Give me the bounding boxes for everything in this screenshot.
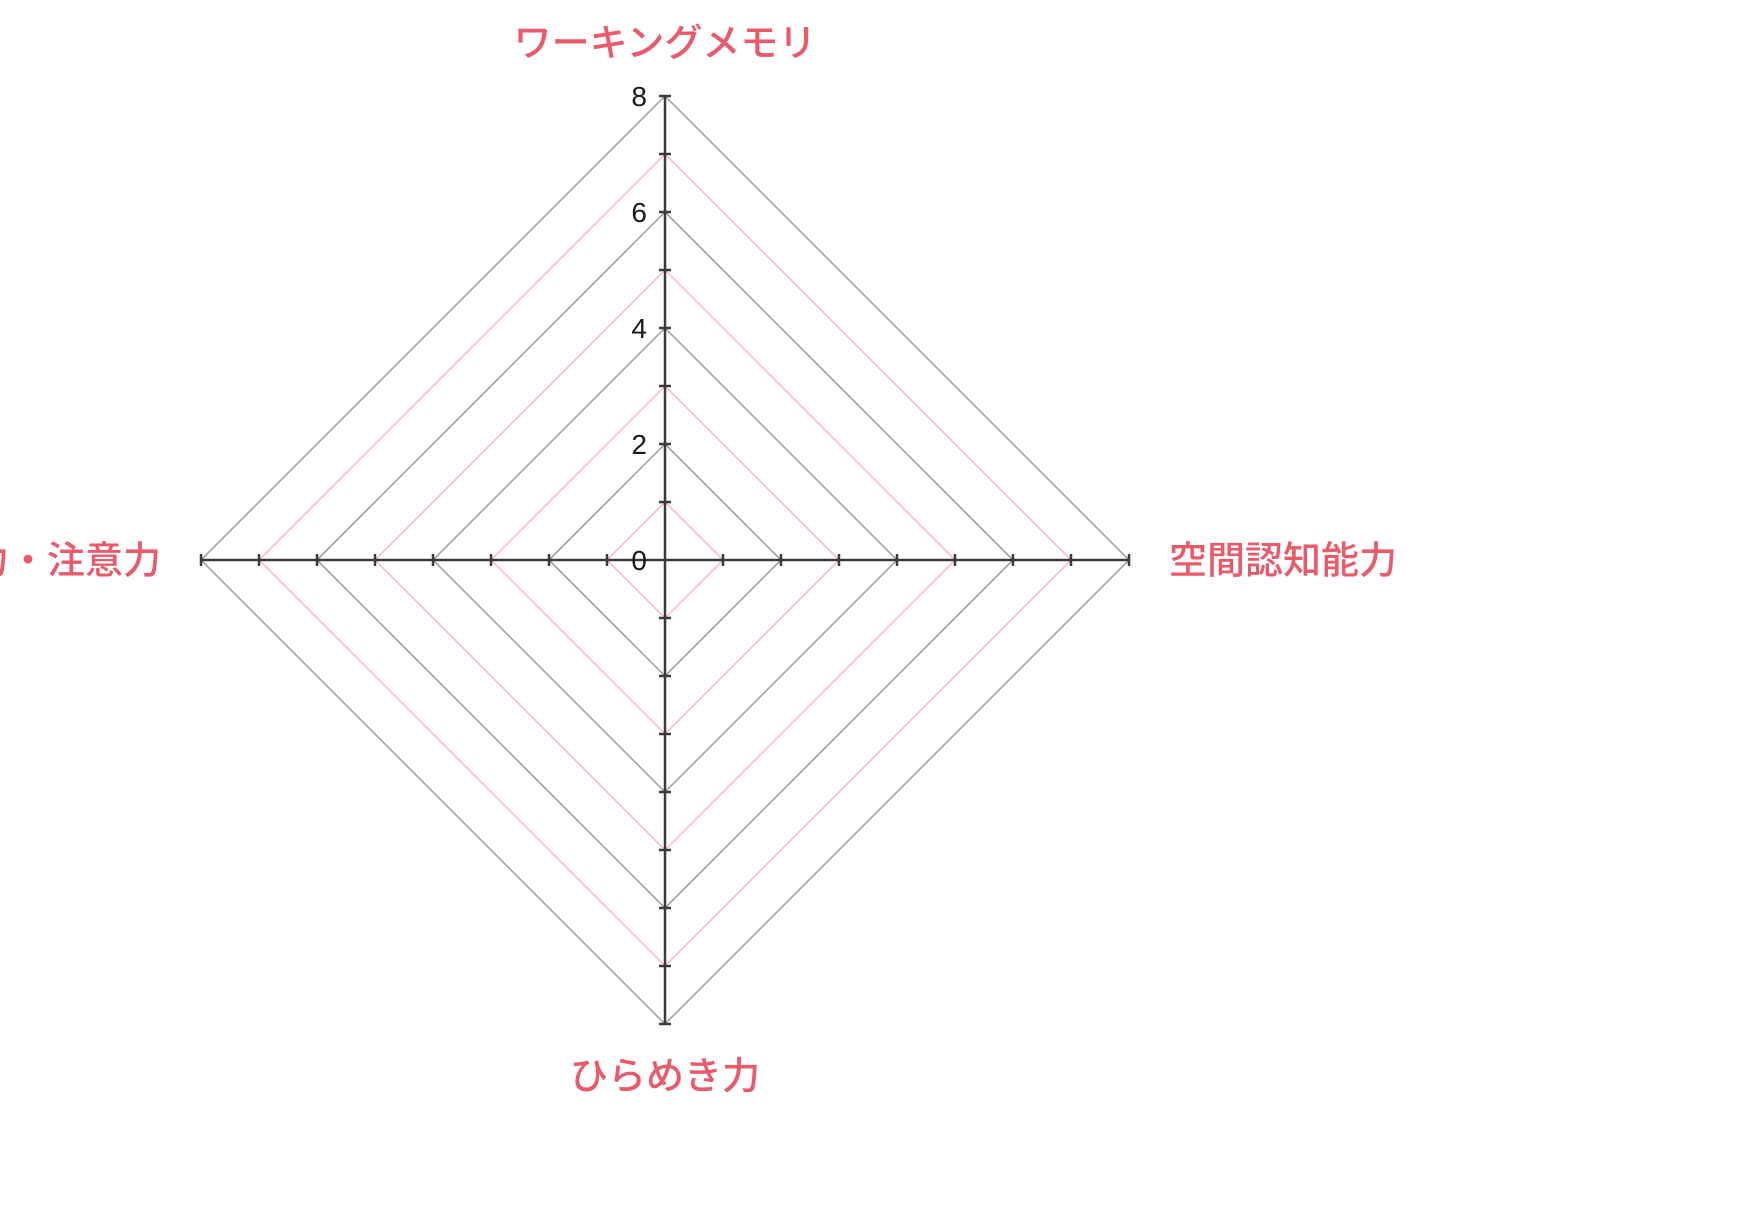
scale-label: 0 [631,545,647,576]
axis-label: ワーキングメモリ [514,12,817,67]
scale-label: 6 [631,197,647,228]
scale-label: 2 [631,429,647,460]
scale-label: 4 [631,313,647,344]
radar-chart: 0 2 4 6 8 ワーキングメモリ空間認知能力ひらめき力 調整力・注意力 [0,0,1764,1229]
axis-label: 調整力・注意力 [0,529,161,584]
axis-label: 空間認知能力 [1169,529,1397,584]
radar-chart-svg: 0 2 4 6 8 ワーキングメモリ空間認知能力ひらめき力 調整力・注意力 [0,0,1764,1229]
axis-label: ひらめき力 [570,1045,760,1100]
scale-label: 8 [631,81,647,112]
